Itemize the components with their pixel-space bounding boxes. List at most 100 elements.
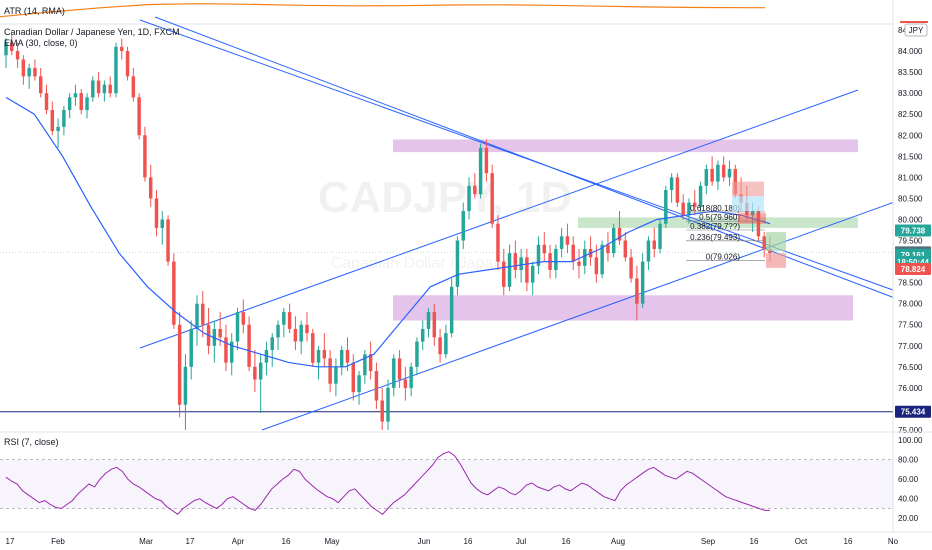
position-box xyxy=(732,196,764,212)
candle xyxy=(96,72,101,98)
currency-label: JPY xyxy=(909,26,924,35)
candle xyxy=(426,307,431,338)
price-tick-label: 75.000 xyxy=(898,426,923,435)
time-tick-label: Sep xyxy=(701,537,716,546)
candle xyxy=(172,253,176,329)
candle-body xyxy=(195,303,199,329)
price-tick-label: 80.500 xyxy=(898,194,923,203)
price-tick-label: 76.000 xyxy=(898,384,923,393)
candle xyxy=(415,337,419,376)
candle-body xyxy=(311,333,315,363)
candle-body xyxy=(600,244,604,275)
candle xyxy=(247,316,251,372)
candle xyxy=(166,215,170,266)
candle-body xyxy=(44,93,49,110)
candle-body xyxy=(131,76,136,98)
candle xyxy=(392,354,396,397)
candle-body xyxy=(565,236,570,245)
candle-body xyxy=(253,366,257,380)
candle xyxy=(10,34,14,56)
candle xyxy=(386,379,390,430)
resistance-zone xyxy=(393,139,858,153)
candle xyxy=(316,345,321,380)
candle xyxy=(125,46,130,81)
candle-body xyxy=(276,324,280,338)
candle xyxy=(108,76,112,98)
candle xyxy=(530,261,535,296)
candle-body xyxy=(287,312,292,329)
watermark-name: Canadian Dollar / Japanese Yen xyxy=(331,255,560,272)
candle xyxy=(467,177,471,220)
candle-body xyxy=(154,198,159,228)
candle-body xyxy=(4,42,8,56)
candle xyxy=(351,354,356,401)
candle-body xyxy=(50,110,55,132)
candle-body xyxy=(496,223,500,262)
candle-body xyxy=(629,257,633,279)
time-tick-label: May xyxy=(324,537,339,546)
candle xyxy=(339,345,344,376)
candle-body xyxy=(392,358,396,388)
price-tag xyxy=(895,405,931,418)
candle-body xyxy=(658,223,662,249)
price-tick-label: 78.500 xyxy=(898,279,923,288)
candle-body xyxy=(316,350,321,363)
candle xyxy=(710,156,714,186)
candle-body xyxy=(241,312,246,325)
candle-body xyxy=(438,337,442,355)
candle xyxy=(455,236,460,296)
candle-body xyxy=(704,168,709,186)
candle-body xyxy=(530,265,535,283)
candle-body xyxy=(143,135,147,178)
fib-label: 0.618(80.180) xyxy=(690,204,740,213)
candle-body xyxy=(507,253,512,287)
candle-body xyxy=(583,248,587,266)
candle-body xyxy=(258,362,263,380)
candle xyxy=(224,324,228,372)
candle xyxy=(282,307,286,338)
ascending-channel-lower xyxy=(261,199,901,431)
candle-body xyxy=(444,333,448,355)
candle xyxy=(56,118,60,148)
fib-label: 0.382(79.7??) xyxy=(690,222,740,231)
price-tick-label: 83.000 xyxy=(898,89,923,98)
time-tick-label: No xyxy=(888,537,899,546)
candle xyxy=(664,185,668,228)
candle-body xyxy=(38,76,43,94)
candle xyxy=(131,67,136,102)
candle xyxy=(409,362,413,397)
time-tick-label: 17 xyxy=(186,537,195,546)
candle-body xyxy=(67,97,72,110)
candle xyxy=(102,80,107,102)
candle xyxy=(484,139,489,182)
candle xyxy=(305,312,309,342)
position-box xyxy=(738,213,766,224)
price-legend: Canadian Dollar / Japanese Yen, 1D, FXCM… xyxy=(4,27,180,49)
candle xyxy=(212,320,217,363)
candle-body xyxy=(426,312,431,329)
candle xyxy=(698,181,703,212)
rsi-tick-label: 20.00 xyxy=(898,514,919,523)
candle xyxy=(588,236,593,266)
candle xyxy=(328,350,332,393)
fib-label: 0.5(79.960) xyxy=(699,213,740,222)
candle xyxy=(235,307,240,350)
candle-body xyxy=(617,227,622,241)
candle-body xyxy=(513,253,518,270)
candle-body xyxy=(577,261,581,266)
candle-body xyxy=(664,190,668,224)
time-tick-label: Aug xyxy=(611,537,625,546)
candle-body xyxy=(85,97,89,110)
currency-button xyxy=(904,23,928,37)
candle-body xyxy=(380,400,384,422)
candle-body xyxy=(15,51,20,60)
candle-body xyxy=(73,93,78,98)
candle xyxy=(693,190,697,216)
candle xyxy=(646,236,651,270)
candle xyxy=(374,362,379,409)
candle xyxy=(154,190,159,237)
candle xyxy=(38,67,43,98)
candle xyxy=(27,63,31,89)
candle xyxy=(62,105,66,136)
